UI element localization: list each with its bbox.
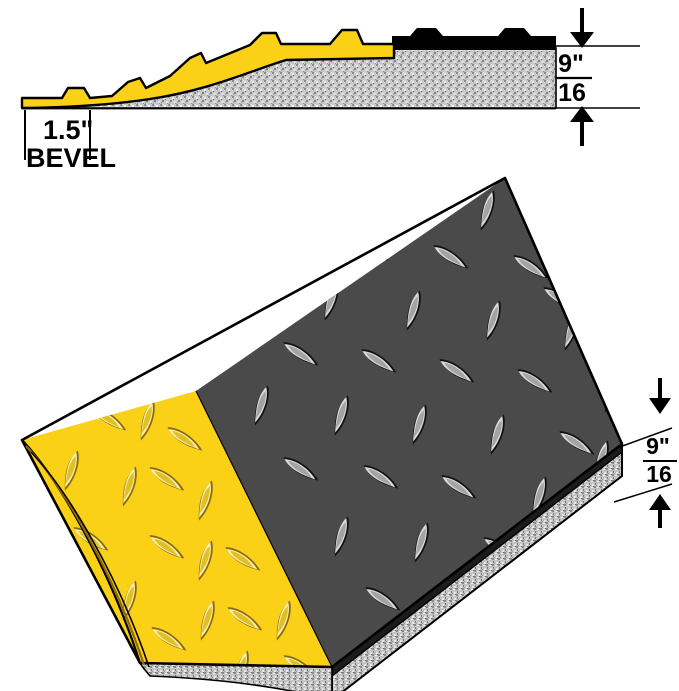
perspective-mat-outline bbox=[20, 176, 624, 669]
perspective-arrow-down bbox=[649, 378, 671, 414]
thickness-denominator: 16 bbox=[558, 79, 586, 107]
bevel-dimension-label: BEVEL bbox=[26, 143, 116, 173]
perspective-thickness-denominator: 16 bbox=[646, 461, 672, 487]
perspective-upper-leader-line bbox=[616, 427, 673, 449]
bevel-dimension-callout: 1.5" BEVEL bbox=[24, 110, 116, 173]
perspective-lower-leader-line bbox=[613, 483, 673, 503]
perspective-bevel-edge-layers bbox=[21, 439, 150, 668]
perspective-view bbox=[20, 176, 624, 691]
perspective-thickness-numerator: 9" bbox=[646, 433, 670, 459]
perspective-yellow-tread-surface bbox=[22, 391, 332, 667]
perspective-arrow-up bbox=[649, 494, 671, 528]
perspective-foam-under-bevel bbox=[138, 662, 333, 691]
thickness-arrow-up bbox=[570, 106, 594, 146]
perspective-color-divider bbox=[195, 390, 333, 668]
cross-section-thickness-callout: 9" 16 bbox=[556, 8, 640, 146]
cross-section-view bbox=[20, 28, 557, 110]
perspective-dark-tread-surface bbox=[196, 178, 622, 667]
cross-section-black-top-layer bbox=[392, 28, 556, 50]
perspective-thickness-callout: 9" 16 bbox=[613, 378, 677, 528]
bevel-dimension-value: 1.5" bbox=[43, 115, 93, 145]
thickness-numerator: 9" bbox=[558, 50, 584, 78]
cross-section-yellow-bevel bbox=[20, 28, 396, 110]
thickness-arrow-down bbox=[570, 8, 594, 48]
